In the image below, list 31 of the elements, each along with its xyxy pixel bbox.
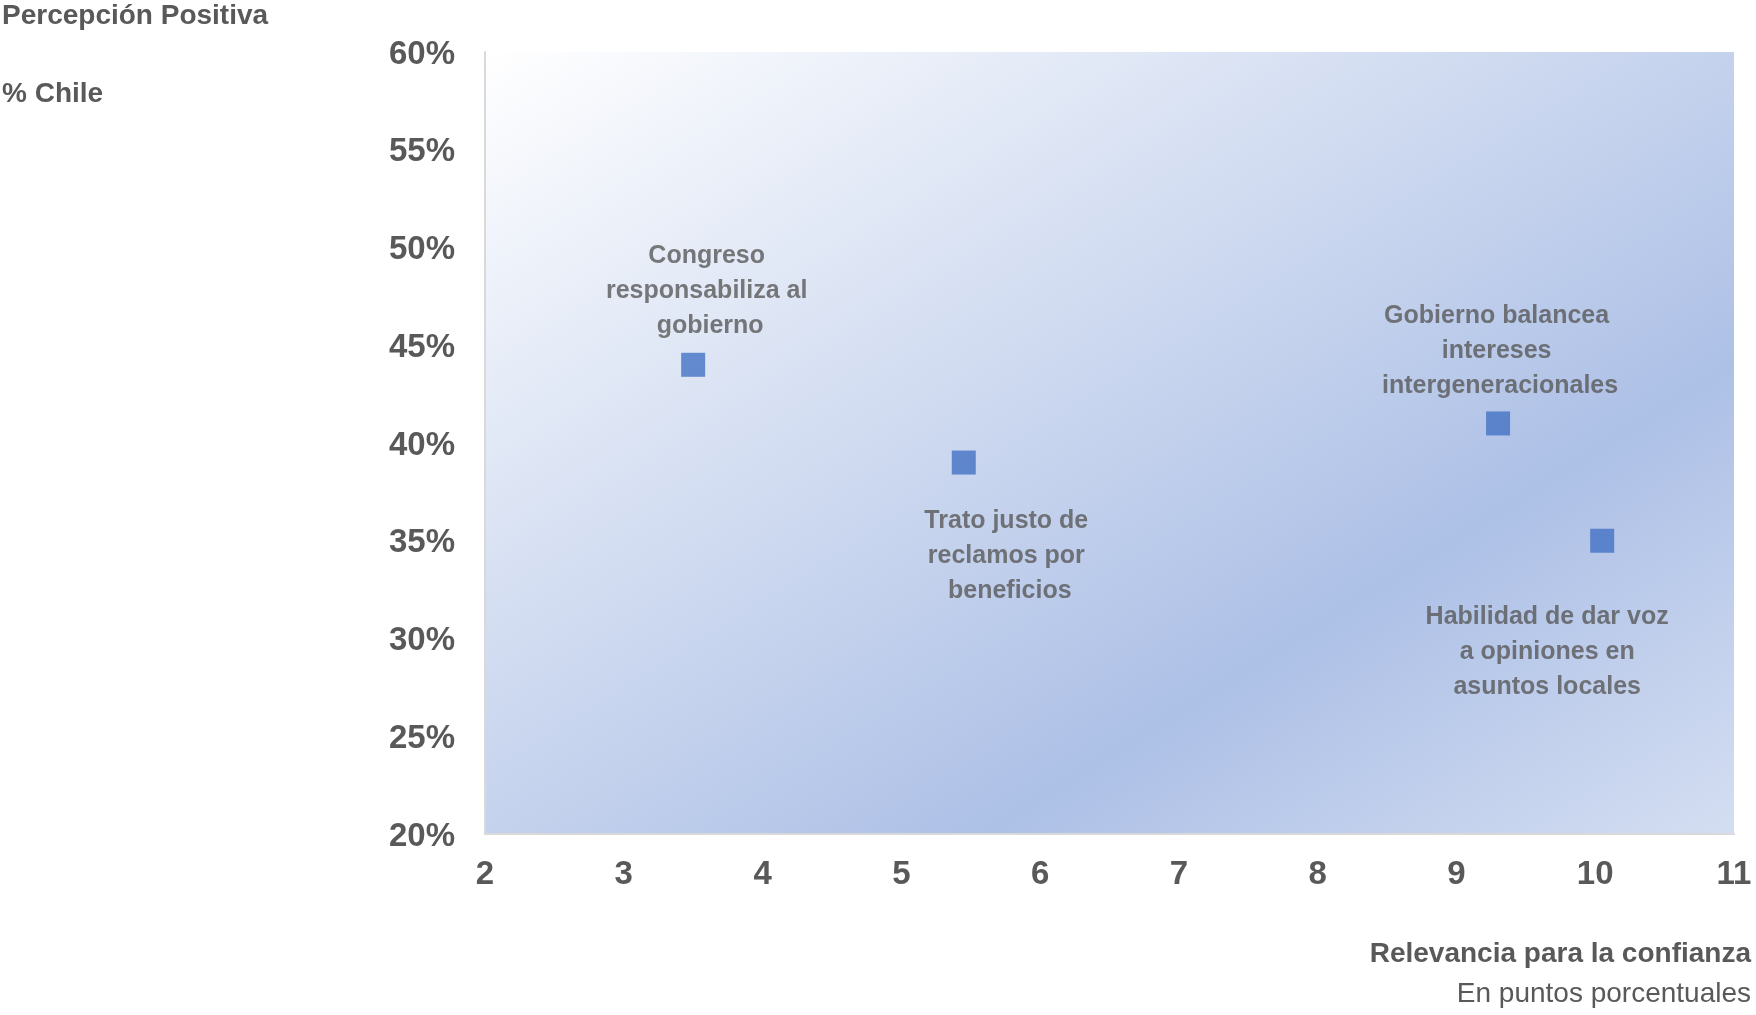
point	[681, 352, 706, 377]
x-tick-label: 2	[475, 854, 495, 891]
y-tick-label: 35%	[388, 522, 455, 560]
x-tick-label: 11	[1716, 854, 1752, 891]
y-tick-label: 40%	[388, 424, 455, 462]
annotation: Trato justo de reclamos por beneficios	[924, 505, 1096, 604]
y-tick-label: 55%	[388, 131, 455, 169]
x-axis-title: Relevancia para la confianza	[1369, 936, 1752, 968]
point	[1486, 411, 1511, 436]
x-tick-label: 4	[753, 854, 773, 891]
x-tick-label: 6	[1030, 854, 1050, 891]
x-tick-label: 8	[1308, 854, 1327, 891]
x-tick-label: 10	[1576, 854, 1614, 891]
text: En puntos porcentuales	[1456, 976, 1752, 1008]
annotation: Gobierno balancea intereses intergeneracionales	[1381, 299, 1619, 398]
y-tick-label: 45%	[388, 326, 455, 364]
x-tick-label: 9	[1447, 854, 1466, 891]
annotation: Habilidad de dar voz a opiniones en asuntos locales	[1425, 601, 1669, 700]
x-tick-label: 3	[614, 854, 633, 891]
y-axis-title: Percepción Positiva	[2, 0, 269, 30]
x-tick-label: 7	[1169, 854, 1189, 891]
annotation: Congreso responsabiliza al gobierno	[605, 240, 815, 339]
y-tick-label: 25%	[388, 717, 455, 755]
point	[1590, 528, 1615, 553]
text: % Chile	[2, 76, 104, 108]
y-tick-label: 20%	[388, 815, 455, 853]
x-tick-label: 5	[892, 854, 911, 891]
y-tick-label: 60%	[388, 33, 455, 71]
point	[951, 450, 976, 475]
y-tick-label: 50%	[388, 229, 455, 266]
y-tick-label: 30%	[388, 620, 455, 657]
